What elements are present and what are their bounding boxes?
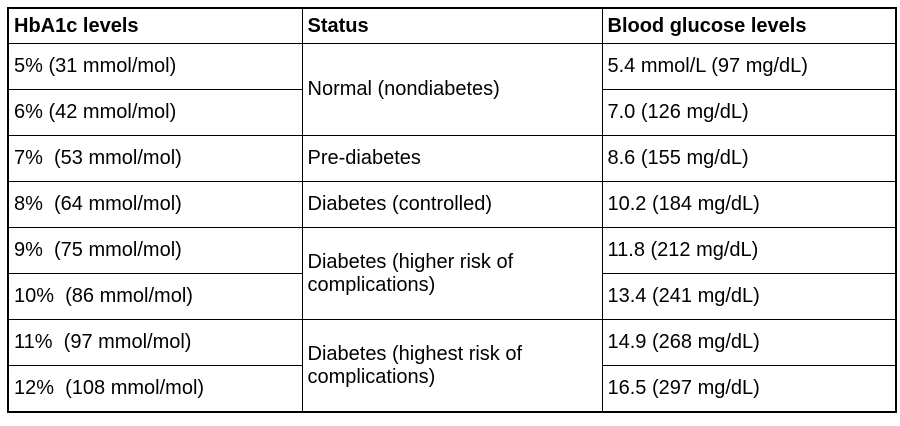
hba1c-cell: 7% (53 mmol/mol)	[7, 135, 303, 182]
glucose-cell: 5.4 mmol/L (97 mg/dL)	[601, 43, 897, 90]
table-row: 8% (64 mmol/mol) Diabetes (controlled) 1…	[7, 181, 897, 228]
table-row: 12% (108 mmol/mol) 16.5 (297 mg/dL)	[7, 365, 897, 413]
hba1c-cell: 8% (64 mmol/mol)	[7, 181, 303, 228]
glucose-cell: 14.9 (268 mg/dL)	[601, 319, 897, 366]
hba1c-glucose-table: HbA1c levels Status Blood glucose levels…	[7, 7, 897, 413]
glucose-cell: 7.0 (126 mg/dL)	[601, 89, 897, 136]
table-row: 7% (53 mmol/mol) Pre-diabetes 8.6 (155 m…	[7, 135, 897, 182]
status-cell: Normal (nondiabetes)	[301, 43, 603, 136]
status-cell: Diabetes (highest risk of complications)	[301, 319, 603, 413]
table-row: 5% (31 mmol/mol) Normal (nondiabetes) 5.…	[7, 43, 897, 136]
hba1c-cell: 5% (31 mmol/mol)	[7, 43, 303, 90]
header-hba1c-levels: HbA1c levels	[7, 7, 303, 44]
hba1c-cell: 10% (86 mmol/mol)	[7, 273, 303, 320]
header-blood-glucose-levels: Blood glucose levels	[601, 7, 897, 44]
hba1c-cell: 11% (97 mmol/mol)	[7, 319, 303, 366]
table-row: 10% (86 mmol/mol) 13.4 (241 mg/dL)	[7, 273, 897, 320]
hba1c-cell: 12% (108 mmol/mol)	[7, 365, 303, 413]
glucose-cell: 10.2 (184 mg/dL)	[601, 181, 897, 228]
glucose-cell: 13.4 (241 mg/dL)	[601, 273, 897, 320]
glucose-cell: 16.5 (297 mg/dL)	[601, 365, 897, 413]
header-status: Status	[301, 7, 603, 44]
status-cell: Pre-diabetes	[301, 135, 603, 182]
status-cell: Diabetes (higher risk of complications)	[301, 227, 603, 320]
glucose-cell: 11.8 (212 mg/dL)	[601, 227, 897, 274]
status-cell: Diabetes (controlled)	[301, 181, 603, 228]
table-row: 11% (97 mmol/mol) Diabetes (highest risk…	[7, 319, 897, 413]
table-row: 9% (75 mmol/mol) Diabetes (higher risk o…	[7, 227, 897, 320]
hba1c-cell: 9% (75 mmol/mol)	[7, 227, 303, 274]
hba1c-cell: 6% (42 mmol/mol)	[7, 89, 303, 136]
glucose-cell: 8.6 (155 mg/dL)	[601, 135, 897, 182]
header-row: HbA1c levels Status Blood glucose levels	[7, 7, 897, 44]
